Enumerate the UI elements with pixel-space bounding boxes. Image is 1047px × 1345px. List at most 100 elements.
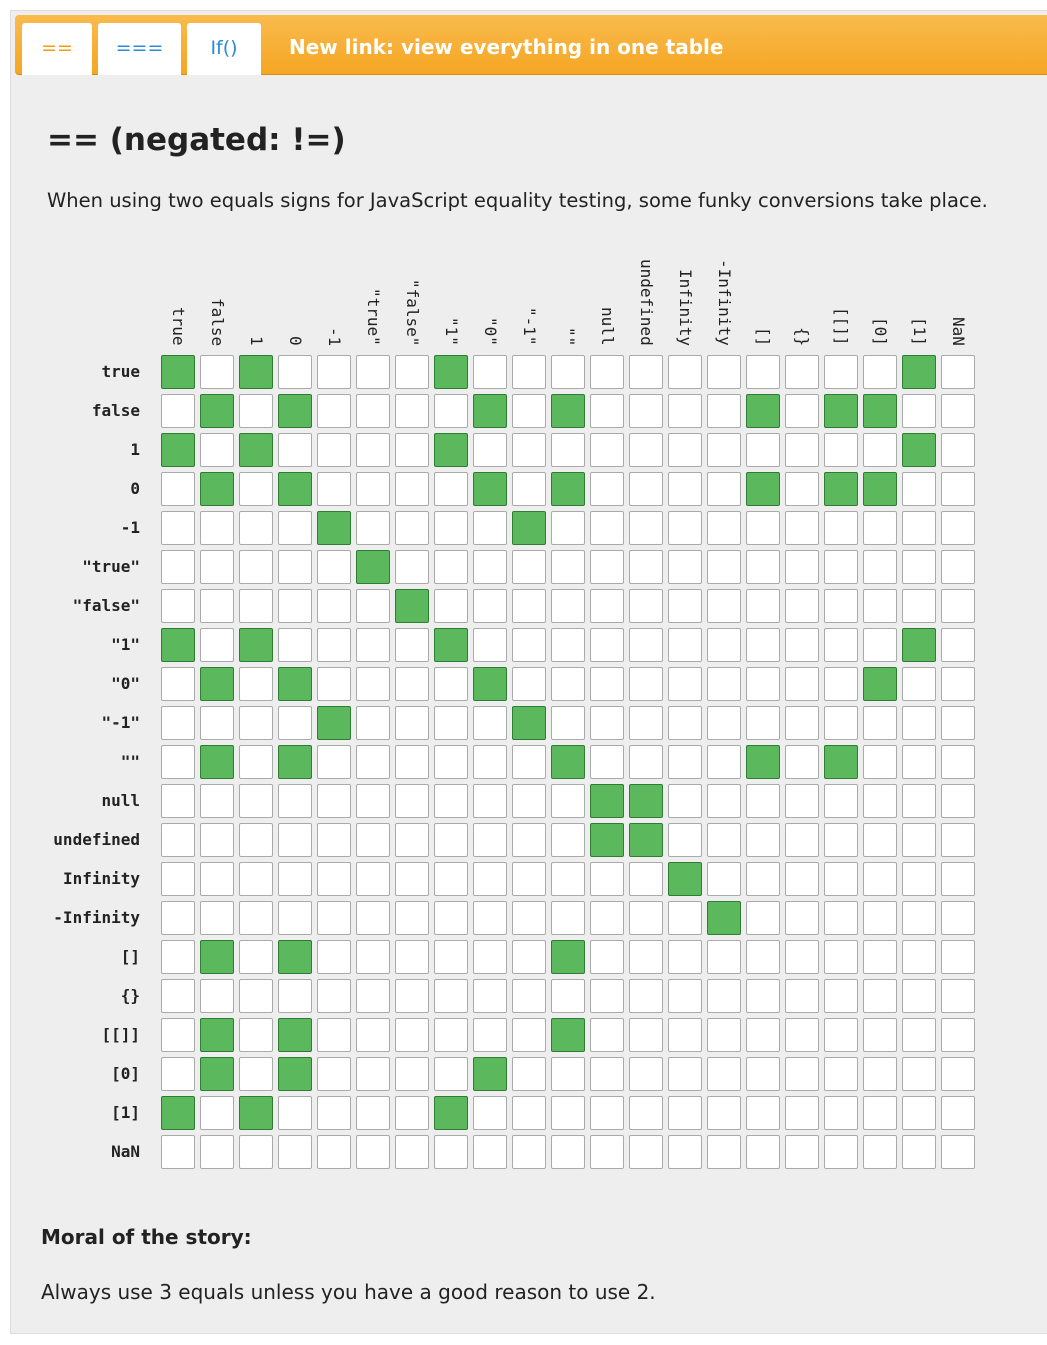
cell — [356, 940, 390, 974]
cell — [434, 355, 468, 389]
cell — [902, 394, 936, 428]
cell — [941, 901, 975, 935]
cell — [434, 901, 468, 935]
cell — [512, 784, 546, 818]
cell — [551, 589, 585, 623]
tab[interactable]: == — [22, 23, 92, 75]
cell — [629, 667, 663, 701]
cell — [824, 472, 858, 506]
cell — [629, 979, 663, 1013]
cell — [317, 940, 351, 974]
cell — [707, 1018, 741, 1052]
cell — [824, 706, 858, 740]
cell — [278, 862, 312, 896]
cell — [551, 823, 585, 857]
cell — [473, 901, 507, 935]
column-label: "0" — [481, 317, 500, 346]
cell — [746, 355, 780, 389]
cell — [200, 355, 234, 389]
cell — [395, 550, 429, 584]
cell — [512, 628, 546, 662]
cell — [902, 355, 936, 389]
cell — [395, 433, 429, 467]
cell — [629, 1096, 663, 1130]
column-label: true — [169, 307, 188, 346]
cell — [590, 784, 624, 818]
cell — [941, 706, 975, 740]
cell — [473, 1135, 507, 1169]
cell — [941, 823, 975, 857]
cell — [161, 706, 195, 740]
cell — [317, 394, 351, 428]
cell — [551, 706, 585, 740]
cell — [200, 823, 234, 857]
cell — [317, 901, 351, 935]
cell — [473, 745, 507, 779]
cell — [200, 511, 234, 545]
cell — [200, 472, 234, 506]
tab[interactable]: === — [98, 23, 181, 75]
row-label: false — [91, 401, 140, 420]
cell — [395, 628, 429, 662]
cell — [317, 862, 351, 896]
cell — [512, 1057, 546, 1091]
cell — [200, 1096, 234, 1130]
cell — [473, 1096, 507, 1130]
cell — [824, 1057, 858, 1091]
cell — [317, 433, 351, 467]
cell — [668, 784, 702, 818]
cell — [395, 472, 429, 506]
link[interactable]: New link: view everything in one table — [289, 35, 724, 59]
cell — [590, 472, 624, 506]
cell — [395, 979, 429, 1013]
cell — [551, 472, 585, 506]
row-label: "0" — [111, 674, 140, 693]
tab[interactable]: If() — [187, 23, 261, 75]
cell — [629, 901, 663, 935]
column-label: -1 — [325, 326, 344, 346]
cell — [902, 862, 936, 896]
cell — [161, 862, 195, 896]
cell — [512, 472, 546, 506]
cell — [239, 394, 273, 428]
cell — [278, 394, 312, 428]
cell — [629, 628, 663, 662]
column-label: undefined — [637, 259, 656, 346]
cell — [785, 784, 819, 818]
cell — [434, 550, 468, 584]
cell — [824, 394, 858, 428]
cell — [317, 745, 351, 779]
cell — [941, 1057, 975, 1091]
cell — [551, 979, 585, 1013]
cell — [707, 667, 741, 701]
cell — [317, 979, 351, 1013]
cell — [902, 433, 936, 467]
cell — [239, 862, 273, 896]
cell — [278, 355, 312, 389]
cell — [746, 940, 780, 974]
cell — [239, 1135, 273, 1169]
cell — [239, 745, 273, 779]
cell — [239, 979, 273, 1013]
cell — [434, 745, 468, 779]
cell — [590, 823, 624, 857]
cell — [902, 1096, 936, 1130]
cell — [161, 745, 195, 779]
row-label: "1" — [111, 635, 140, 654]
cell — [551, 628, 585, 662]
cell — [434, 862, 468, 896]
cell — [668, 667, 702, 701]
cell — [512, 1135, 546, 1169]
cell — [863, 472, 897, 506]
cell — [512, 511, 546, 545]
cell — [746, 667, 780, 701]
cell — [473, 1057, 507, 1091]
cell — [629, 862, 663, 896]
cell — [473, 862, 507, 896]
cell — [278, 979, 312, 1013]
cell — [395, 1057, 429, 1091]
cell — [551, 355, 585, 389]
cell — [785, 1018, 819, 1052]
cell — [746, 550, 780, 584]
cell — [200, 1135, 234, 1169]
